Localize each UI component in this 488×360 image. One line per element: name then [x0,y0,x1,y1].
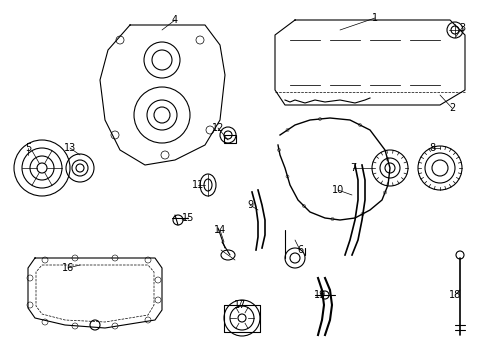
Text: 8: 8 [428,143,434,153]
Text: 4: 4 [172,15,178,25]
Text: 15: 15 [182,213,194,223]
Text: 10: 10 [331,185,344,195]
Text: 6: 6 [296,245,303,255]
Text: 11: 11 [191,180,203,190]
Text: 3: 3 [458,23,464,33]
Text: 9: 9 [246,200,253,210]
Text: 5: 5 [25,143,31,153]
Text: 16: 16 [62,263,74,273]
Text: 1: 1 [371,13,377,23]
Text: 2: 2 [448,103,454,113]
Text: 14: 14 [213,225,225,235]
Text: 13: 13 [64,143,76,153]
Text: 17: 17 [233,300,245,310]
Text: 18: 18 [448,290,460,300]
Bar [224,135,236,143]
Text: 12: 12 [211,123,224,133]
Text: 19: 19 [313,290,325,300]
Text: 7: 7 [349,163,355,173]
